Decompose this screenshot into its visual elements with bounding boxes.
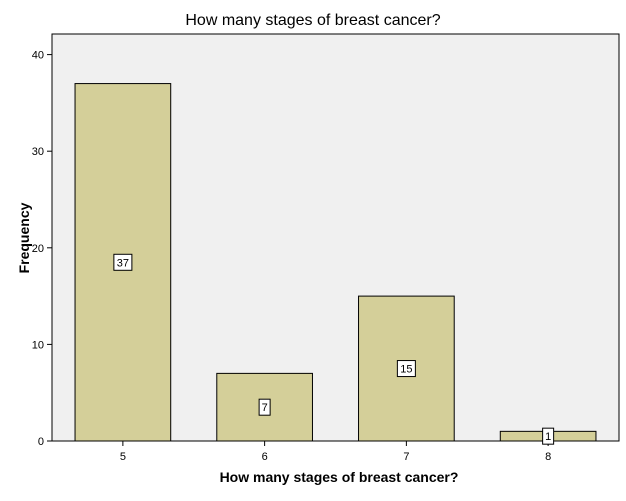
data-label: 7 (262, 402, 268, 414)
y-tick-label: 10 (32, 339, 44, 351)
x-tick-label: 7 (403, 451, 409, 463)
y-tick-label: 0 (38, 436, 44, 448)
data-label-box (542, 427, 555, 445)
data-label: 1 (545, 431, 551, 443)
y-axis-title: Frequency (16, 202, 32, 274)
data-label: 15 (400, 364, 412, 376)
data-label-box (396, 360, 416, 378)
y-tick-label: 20 (32, 243, 44, 255)
data-label-box (258, 398, 271, 416)
x-tick-label: 5 (120, 451, 126, 463)
x-axis-title: How many stages of breast cancer? (219, 469, 459, 485)
y-tick-label: 40 (32, 50, 44, 62)
data-label: 37 (117, 257, 129, 269)
y-tick-label: 30 (32, 146, 44, 158)
chart-title: How many stages of breast cancer? (185, 12, 441, 29)
y-axis: 0 10 20 30 40 (32, 50, 52, 448)
data-labels: 37 7 15 1 (113, 253, 555, 445)
x-axis: 5 6 7 8 (120, 441, 551, 463)
data-label-box (113, 253, 133, 271)
x-tick-label: 6 (262, 451, 268, 463)
x-tick-label: 8 (545, 451, 551, 463)
